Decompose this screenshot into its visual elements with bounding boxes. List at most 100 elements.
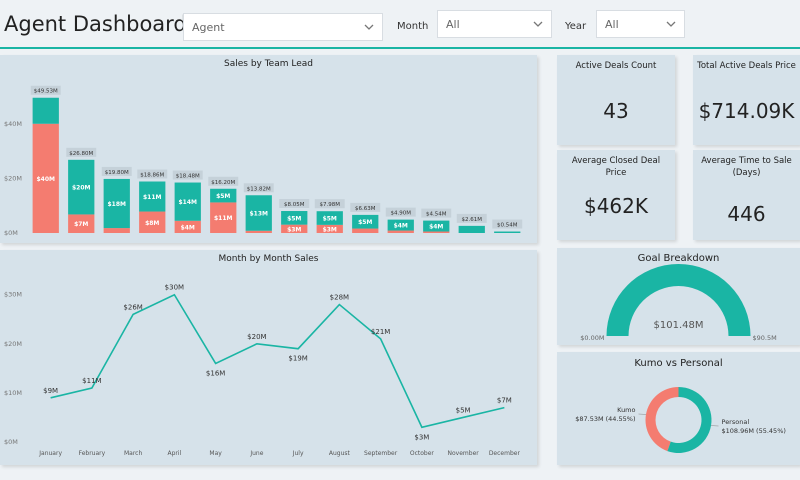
data-label: $11M [214, 215, 233, 222]
chart-title: Sales by Team Lead [224, 59, 313, 69]
data-label: $11M [82, 377, 101, 385]
gauge-max-label: $90.5M [753, 334, 777, 342]
filter-label: Year [565, 21, 587, 32]
kpi-card: Active Deals Count 43 [557, 55, 675, 145]
total-label: $18.48M [176, 174, 200, 180]
dropdown-value: All [605, 18, 619, 31]
data-label: $5M [216, 193, 230, 200]
card-title: Average Closed Deal Price [571, 156, 661, 178]
total-label-bg [172, 170, 203, 180]
total-label-bg [208, 176, 239, 186]
slice-value-label: $108.96M (55.45%) [722, 427, 786, 435]
total-label-bg [456, 213, 487, 223]
bar-segment [139, 211, 166, 233]
bar-segment [316, 211, 343, 225]
total-label-bg [30, 85, 61, 95]
card-title: Active Deals Count [575, 61, 657, 71]
data-label: $4M [181, 224, 195, 231]
card-value: $462K [583, 194, 648, 218]
x-tick-label: December [489, 450, 521, 457]
bar-chart: Sales by Team Lead $0M $20M $40M $40M $49.53M… [0, 55, 537, 243]
bar-segment [387, 219, 414, 231]
total-label: $7.98M [320, 202, 341, 208]
bar-segment [281, 211, 308, 225]
total-label: $8.05M [284, 202, 305, 208]
total-label: $19.80M [105, 170, 129, 176]
slice-label: Personal [722, 418, 750, 426]
bar-segment [387, 230, 414, 233]
bar-segment [423, 231, 450, 233]
total-label: $16.20M [211, 180, 235, 186]
header-rule [0, 47, 800, 49]
chart-title: Goal Breakdown [638, 253, 720, 264]
x-tick-label: September [364, 450, 398, 457]
dropdown-value: All [446, 18, 460, 31]
total-label-bg [421, 208, 452, 218]
bar-segment [32, 123, 59, 233]
data-label: $3M [414, 433, 429, 441]
gauge-label: $101.48M [654, 320, 704, 331]
x-tick-label: January [38, 450, 62, 457]
data-label: $18M [108, 201, 127, 208]
card-value: $714.09K [698, 99, 795, 123]
gauge-chart: Goal Breakdown $101.48M $0.00M $90.5M [557, 248, 800, 345]
bar-segment [494, 231, 521, 233]
line-chart: Month by Month Sales $0M $10M $20M $30M $9M Ja… [0, 250, 537, 465]
donut-chart: Kumo vs Personal Kumo$87.53M (44.55%) Pers… [557, 352, 800, 465]
chart-title: Month by Month Sales [219, 254, 319, 264]
bar-segment [68, 159, 95, 215]
y-tick-label: $10M [4, 389, 22, 397]
data-label: $4M [394, 223, 408, 230]
total-label: $4.54M [426, 212, 447, 218]
bar-segment [103, 228, 130, 233]
total-label: $0.54M [497, 223, 518, 229]
bar-segment [423, 220, 450, 232]
data-label: $16M [206, 369, 225, 377]
total-label-bg [101, 166, 132, 176]
donut-slice [645, 387, 679, 452]
total-label: $49.53M [34, 89, 58, 95]
total-label: $13.82M [247, 186, 271, 192]
data-label: $7M [497, 397, 512, 405]
y-tick-label: $20M [4, 340, 22, 348]
y-tick-label: $30M [4, 291, 22, 299]
bar-segment [352, 228, 379, 233]
data-label: $7M [74, 221, 88, 228]
dropdown-value: Agent [192, 21, 225, 34]
data-label: $21M [371, 328, 390, 336]
bar-segment [174, 220, 201, 233]
x-tick-label: March [124, 450, 142, 457]
data-label: $11M [143, 194, 162, 201]
x-tick-label: October [410, 450, 435, 457]
kpi-card: Total Active Deals Price $714.09K [693, 55, 800, 145]
x-tick-label: May [209, 450, 222, 457]
y-tick-label: $0M [4, 438, 18, 446]
chevron [364, 24, 374, 30]
bar-segment [68, 214, 95, 233]
bar-segment [245, 195, 272, 231]
gauge-min-label: $0.00M [580, 334, 604, 342]
donut-slice [667, 387, 712, 453]
agent-dropdown[interactable]: Agent [183, 13, 383, 41]
total-label: $26.80M [69, 151, 93, 157]
data-label: $9M [43, 387, 58, 395]
data-label: $5M [323, 216, 337, 223]
y-tick-label: $40M [4, 120, 22, 128]
month-dropdown[interactable]: All [437, 10, 552, 38]
bar-segment [210, 202, 237, 233]
total-label: $2.61M [462, 217, 483, 223]
data-label: $28M [330, 294, 349, 302]
bar-segment [103, 178, 130, 229]
x-tick-label: April [168, 450, 182, 457]
x-tick-label: July [292, 450, 304, 457]
x-tick-label: February [79, 450, 106, 457]
gauge-value [606, 263, 751, 336]
total-label-bg [137, 169, 168, 179]
year-dropdown[interactable]: All [596, 10, 685, 38]
kpi-card: Average Time to Sale (Days) 446 [693, 150, 800, 240]
bar-segment [352, 214, 379, 229]
total-label-bg [314, 199, 345, 209]
slice-label: Kumo [617, 406, 635, 414]
data-label: $5M [456, 406, 471, 414]
total-label: $6.63M [355, 206, 376, 212]
